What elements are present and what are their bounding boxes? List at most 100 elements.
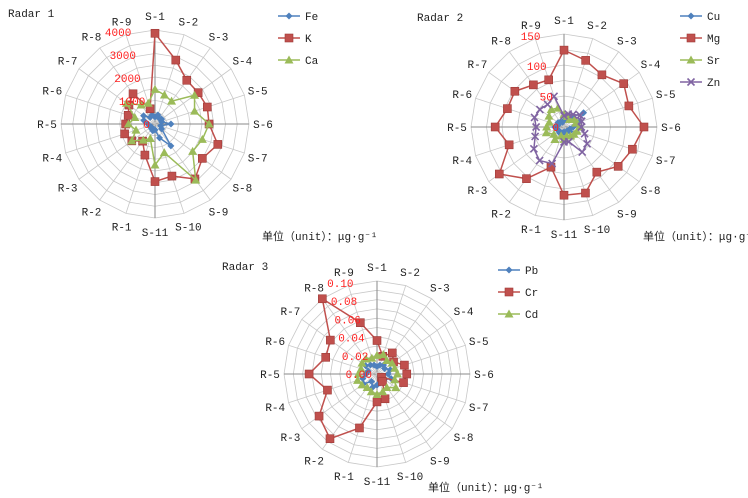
category-label: R-8 — [304, 283, 324, 295]
tick-label: 1000 — [119, 97, 145, 109]
category-label: S-8 — [232, 183, 252, 195]
data-point — [388, 348, 397, 358]
category-label: R-3 — [58, 183, 78, 195]
data-point — [156, 134, 164, 142]
category-label: S-11 — [142, 228, 169, 240]
data-point — [167, 171, 177, 181]
data-point — [353, 369, 363, 378]
category-label: R-5 — [447, 123, 467, 135]
data-point — [597, 70, 607, 80]
category-label: R-6 — [42, 87, 62, 99]
data-point — [366, 361, 374, 369]
data-point — [150, 177, 160, 186]
category-label: R-3 — [468, 186, 488, 198]
category-label: R-4 — [265, 403, 285, 415]
category-label: S-2 — [178, 17, 198, 29]
category-label: S-6 — [661, 123, 681, 135]
legend-marker — [505, 266, 513, 274]
data-point — [356, 364, 366, 373]
category-label: R-1 — [334, 472, 354, 484]
data-point — [167, 120, 175, 128]
category-label: R-9 — [112, 17, 132, 29]
data-point — [549, 129, 559, 138]
data-point — [569, 110, 578, 119]
unit-label: 单位（unit）：μg·g⁻¹ — [428, 480, 544, 495]
category-label: S-10 — [397, 472, 423, 484]
data-point — [376, 361, 384, 369]
legend-label: Cr — [525, 288, 538, 300]
legend-marker — [686, 55, 696, 64]
category-label: R-2 — [491, 210, 511, 222]
axis-spoke — [563, 38, 594, 128]
category-label: R-7 — [468, 60, 488, 72]
data-point — [384, 370, 392, 378]
category-label: R-5 — [260, 370, 280, 382]
data-point — [400, 360, 409, 370]
category-label: R-1 — [112, 223, 132, 235]
data-point — [213, 140, 223, 149]
axis-spoke — [78, 123, 156, 180]
category-label: S-9 — [430, 457, 450, 469]
category-label: S-3 — [430, 283, 450, 295]
data-point — [382, 355, 392, 364]
data-point — [494, 169, 504, 179]
data-point — [378, 350, 388, 359]
legend-item-pb: Pb — [498, 266, 538, 278]
data-point — [127, 136, 137, 145]
category-label: R-6 — [265, 337, 285, 349]
data-point — [357, 358, 367, 367]
data-point — [140, 116, 148, 124]
data-point — [392, 369, 402, 378]
data-point — [570, 114, 580, 123]
data-point — [556, 131, 566, 140]
category-label: S-7 — [248, 153, 268, 165]
category-label: S-6 — [474, 370, 494, 382]
data-point — [541, 128, 551, 137]
data-point — [140, 150, 150, 160]
radar-chart-3: Radar 3 S-1 S-2 S-3 S-4 S-5 S-6 S-7 S-8 S-9 S-10 S-… — [222, 262, 544, 495]
data-point — [191, 175, 201, 184]
tick-label: 0.10 — [327, 279, 353, 291]
tick-label: 0.04 — [338, 334, 365, 346]
data-point — [583, 139, 592, 148]
legend-item-cu: Cu — [680, 12, 720, 24]
data-point — [372, 350, 382, 359]
category-label: R-9 — [334, 268, 354, 280]
unit-label: 单位（unit）：μg·g⁻¹ — [262, 229, 378, 244]
axis-spoke — [563, 126, 619, 203]
category-label: S-8 — [454, 433, 474, 445]
legend-item-cd: Cd — [498, 309, 538, 322]
data-point — [188, 146, 198, 155]
data-point — [148, 111, 156, 119]
data-point — [639, 122, 649, 132]
data-point — [380, 394, 390, 404]
data-point — [372, 336, 382, 345]
category-label: S-4 — [454, 307, 474, 319]
legend-marker — [504, 309, 514, 318]
data-point — [559, 45, 569, 55]
legend-label: Zn — [707, 78, 720, 90]
tick-label: 3000 — [110, 51, 136, 63]
legend-label: Pb — [525, 266, 538, 278]
data-point — [143, 98, 153, 107]
category-label: R-3 — [281, 433, 301, 445]
legend-item-cr: Cr — [498, 287, 538, 300]
tick-label: 50 — [540, 93, 553, 105]
category-label: S-5 — [469, 337, 489, 349]
data-point — [136, 100, 146, 109]
data-point — [321, 353, 331, 362]
axis-spoke — [154, 94, 245, 125]
category-label: S-10 — [584, 225, 610, 237]
tick-label: 0 — [143, 120, 150, 132]
data-point — [542, 122, 552, 131]
data-point — [544, 111, 554, 120]
axis-spoke — [154, 47, 211, 125]
data-point — [399, 378, 408, 387]
tick-label: 0.00 — [346, 370, 372, 382]
category-label: S-5 — [248, 87, 268, 99]
data-point — [145, 134, 155, 143]
data-point — [318, 294, 327, 304]
legend-label: Fe — [305, 12, 318, 24]
data-point — [372, 389, 382, 398]
